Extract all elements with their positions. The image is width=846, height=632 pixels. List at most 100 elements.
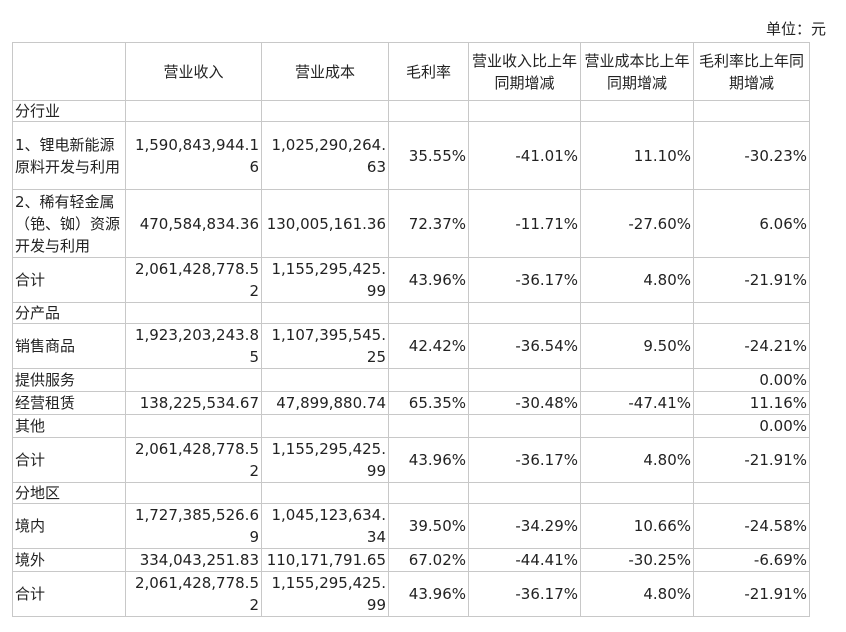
row-label: 提供服务	[12, 368, 126, 392]
row-label: 合计	[12, 437, 126, 483]
revenue-cell: 2,061,428,778.52	[125, 437, 262, 483]
margin-cell	[388, 368, 469, 392]
revenue-yoy-cell: -36.17%	[468, 437, 581, 483]
table-row: 2、稀有轻金属（铯、铷）资源开发与利用 470,584,834.36 130,0…	[12, 189, 810, 258]
header-margin-yoy: 毛利率比上年同期增减	[693, 42, 810, 101]
row-label: 合计	[12, 257, 126, 303]
cost-yoy-cell: -47.41%	[580, 391, 694, 415]
row-label: 经营租赁	[12, 391, 126, 415]
table-row: 其他 0.00%	[12, 414, 810, 438]
margin-yoy-cell: -21.91%	[693, 571, 810, 617]
revenue-yoy-cell	[468, 414, 581, 438]
table-row: 销售商品 1,923,203,243.85 1,107,395,545.25 4…	[12, 323, 810, 369]
cost-yoy-cell: 9.50%	[580, 323, 694, 369]
margin-cell: 35.55%	[388, 121, 469, 190]
revenue-yoy-cell: -11.71%	[468, 189, 581, 258]
unit-label: 单位：元	[765, 20, 826, 38]
revenue-yoy-cell: -30.48%	[468, 391, 581, 415]
section-label: 分产品	[12, 302, 126, 324]
revenue-cell: 1,923,203,243.85	[125, 323, 262, 369]
section-row-product: 分产品	[12, 302, 810, 324]
cost-cell: 47,899,880.74	[261, 391, 389, 415]
margin-yoy-cell: -21.91%	[693, 437, 810, 483]
margin-yoy-cell: -30.23%	[693, 121, 810, 190]
header-revenue: 营业收入	[125, 42, 262, 101]
cost-yoy-cell: 4.80%	[580, 257, 694, 303]
margin-yoy-cell: 6.06%	[693, 189, 810, 258]
section-row-industry: 分行业	[12, 100, 810, 122]
revenue-cell: 2,061,428,778.52	[125, 257, 262, 303]
table-row-total: 合计 2,061,428,778.52 1,155,295,425.99 43.…	[12, 257, 810, 303]
table-header-row: 营业收入 营业成本 毛利率 营业收入比上年同期增减 营业成本比上年同期增减 毛利…	[12, 42, 810, 101]
revenue-cell: 138,225,534.67	[125, 391, 262, 415]
section-row-region: 分地区	[12, 482, 810, 504]
cost-yoy-cell: 10.66%	[580, 503, 694, 549]
cost-yoy-cell: 11.10%	[580, 121, 694, 190]
revenue-yoy-cell: -44.41%	[468, 548, 581, 572]
section-label: 分行业	[12, 100, 126, 122]
row-label: 境内	[12, 503, 126, 549]
header-cell	[12, 42, 126, 101]
margin-cell: 67.02%	[388, 548, 469, 572]
revenue-cell	[125, 414, 262, 438]
cost-yoy-cell	[580, 414, 694, 438]
row-label: 销售商品	[12, 323, 126, 369]
cost-cell	[261, 414, 389, 438]
revenue-cell: 334,043,251.83	[125, 548, 262, 572]
margin-yoy-cell: -24.58%	[693, 503, 810, 549]
header-cost: 营业成本	[261, 42, 389, 101]
revenue-yoy-cell: -41.01%	[468, 121, 581, 190]
cost-cell: 1,155,295,425.99	[261, 437, 389, 483]
revenue-yoy-cell: -36.17%	[468, 257, 581, 303]
margin-cell: 43.96%	[388, 571, 469, 617]
revenue-cell	[125, 368, 262, 392]
margin-cell: 42.42%	[388, 323, 469, 369]
margin-yoy-cell: -24.21%	[693, 323, 810, 369]
table-row-total: 合计 2,061,428,778.52 1,155,295,425.99 43.…	[12, 437, 810, 483]
section-label: 分地区	[12, 482, 126, 504]
cost-cell: 1,155,295,425.99	[261, 257, 389, 303]
margin-yoy-cell: 0.00%	[693, 368, 810, 392]
header-cost-yoy: 营业成本比上年同期增减	[580, 42, 694, 101]
cost-yoy-cell: -27.60%	[580, 189, 694, 258]
cost-cell: 1,155,295,425.99	[261, 571, 389, 617]
cost-cell: 1,025,290,264.63	[261, 121, 389, 190]
table-row: 境内 1,727,385,526.69 1,045,123,634.34 39.…	[12, 503, 810, 549]
revenue-cell: 1,727,385,526.69	[125, 503, 262, 549]
margin-yoy-cell: 0.00%	[693, 414, 810, 438]
table-row: 1、锂电新能源原料开发与利用 1,590,843,944.16 1,025,29…	[12, 121, 810, 190]
revenue-yoy-cell: -36.54%	[468, 323, 581, 369]
row-label: 合计	[12, 571, 126, 617]
revenue-cell: 2,061,428,778.52	[125, 571, 262, 617]
cost-cell: 1,107,395,545.25	[261, 323, 389, 369]
header-revenue-yoy: 营业收入比上年同期增减	[468, 42, 581, 101]
table-row: 境外 334,043,251.83 110,171,791.65 67.02% …	[12, 548, 810, 572]
revenue-cell: 470,584,834.36	[125, 189, 262, 258]
row-label: 境外	[12, 548, 126, 572]
margin-cell	[388, 414, 469, 438]
cost-yoy-cell: 4.80%	[580, 571, 694, 617]
cost-cell: 110,171,791.65	[261, 548, 389, 572]
cost-cell: 130,005,161.36	[261, 189, 389, 258]
margin-cell: 65.35%	[388, 391, 469, 415]
cost-yoy-cell	[580, 368, 694, 392]
margin-cell: 72.37%	[388, 189, 469, 258]
cost-cell	[261, 368, 389, 392]
revenue-cell: 1,590,843,944.16	[125, 121, 262, 190]
header-gross-margin: 毛利率	[388, 42, 469, 101]
revenue-yoy-cell: -34.29%	[468, 503, 581, 549]
revenue-breakdown-table: 营业收入 营业成本 毛利率 营业收入比上年同期增减 营业成本比上年同期增减 毛利…	[12, 42, 810, 617]
margin-cell: 43.96%	[388, 437, 469, 483]
row-label: 1、锂电新能源原料开发与利用	[12, 121, 126, 190]
margin-yoy-cell: 11.16%	[693, 391, 810, 415]
margin-yoy-cell: -6.69%	[693, 548, 810, 572]
revenue-yoy-cell	[468, 368, 581, 392]
revenue-yoy-cell: -36.17%	[468, 571, 581, 617]
row-label: 2、稀有轻金属（铯、铷）资源开发与利用	[12, 189, 126, 258]
table-row: 经营租赁 138,225,534.67 47,899,880.74 65.35%…	[12, 391, 810, 415]
table-row-total: 合计 2,061,428,778.52 1,155,295,425.99 43.…	[12, 571, 810, 617]
margin-cell: 39.50%	[388, 503, 469, 549]
cost-cell: 1,045,123,634.34	[261, 503, 389, 549]
margin-yoy-cell: -21.91%	[693, 257, 810, 303]
margin-cell: 43.96%	[388, 257, 469, 303]
